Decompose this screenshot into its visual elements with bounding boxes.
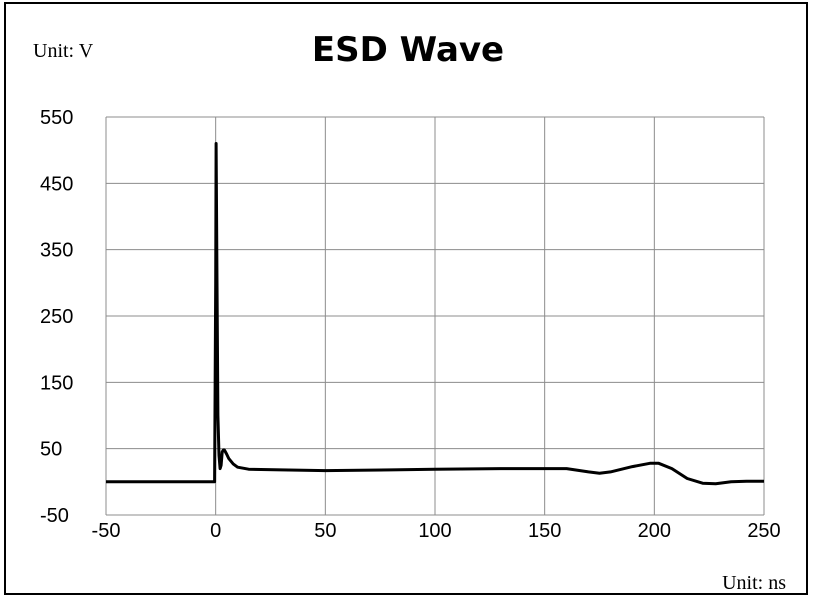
y-tick-label: 350 [40,240,73,262]
y-tick-label: 550 [40,107,73,129]
series-line [106,142,764,486]
y-tick-label: 250 [40,306,73,328]
grid-lines [105,116,765,516]
x-tick-labels: -50 0 50 100 150 200 250 [92,520,781,542]
y-tick-label: 450 [40,173,73,195]
y-tick-labels: -50 50 150 250 350 450 550 [40,107,73,527]
x-tick-label: 150 [528,520,561,542]
chart-frame [4,2,808,595]
y-unit-label: Unit: V [33,40,94,62]
x-tick-label: 50 [314,520,336,542]
x-tick-label: 250 [747,520,780,542]
x-tick-label: 200 [638,520,671,542]
x-unit-label: Unit: ns [722,572,786,594]
chart-title: ESD Wave [311,30,505,70]
x-tick-label: -50 [92,520,121,542]
y-tick-label: 150 [40,372,73,394]
y-tick-label: -50 [40,505,69,527]
y-tick-label: 50 [40,439,62,461]
x-tick-label: 0 [210,520,221,542]
x-tick-label: 100 [418,520,451,542]
series-group [106,142,764,486]
